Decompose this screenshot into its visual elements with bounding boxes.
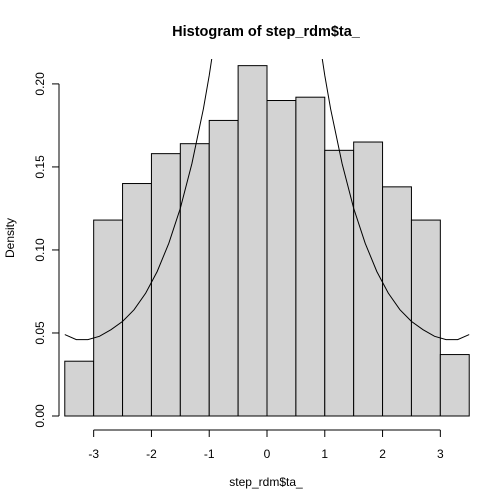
x-axis: -3 -2 -1 0 1 2 3 xyxy=(88,429,444,461)
y-axis: 0.00 0.05 0.10 0.15 0.20 xyxy=(33,72,60,428)
histogram-bar xyxy=(93,219,124,417)
y-tick-label: 0.15 xyxy=(33,155,47,179)
x-tick-label: 3 xyxy=(437,447,444,461)
density-curve-right xyxy=(321,59,470,341)
x-tick-label: -3 xyxy=(88,447,99,461)
histogram-bar xyxy=(382,186,412,417)
y-tick-label: 0.05 xyxy=(33,321,47,345)
density-curve-group xyxy=(64,59,470,341)
histogram-bar xyxy=(324,149,355,417)
chart-title: Histogram of step_rdm$ta_ xyxy=(172,24,361,40)
x-tick-label: -2 xyxy=(146,447,157,461)
histogram-bar xyxy=(64,360,95,417)
x-axis-label: step_rdm$ta_ xyxy=(229,475,303,489)
histogram-bar xyxy=(237,65,268,417)
y-tick-label: 0.10 xyxy=(33,238,47,262)
x-tick-label: 0 xyxy=(264,447,271,461)
histogram-bar xyxy=(266,100,297,417)
histogram-bar xyxy=(208,119,239,417)
histogram-bar xyxy=(122,183,152,417)
histogram-bars xyxy=(64,65,470,417)
x-tick-label: 1 xyxy=(321,447,328,461)
histogram-bar xyxy=(353,141,384,417)
y-axis-label: Density xyxy=(3,218,17,258)
histogram-bar xyxy=(439,354,470,417)
x-tick-label: 2 xyxy=(379,447,386,461)
histogram-bar xyxy=(179,143,210,417)
density-curve-left xyxy=(64,59,213,341)
y-tick-label: 0.20 xyxy=(33,72,47,96)
x-tick-label: -1 xyxy=(204,447,215,461)
histogram-bar xyxy=(150,153,181,417)
y-tick-label: 0.00 xyxy=(33,404,47,428)
histogram-bar xyxy=(410,219,441,417)
histogram-bar xyxy=(295,96,326,417)
